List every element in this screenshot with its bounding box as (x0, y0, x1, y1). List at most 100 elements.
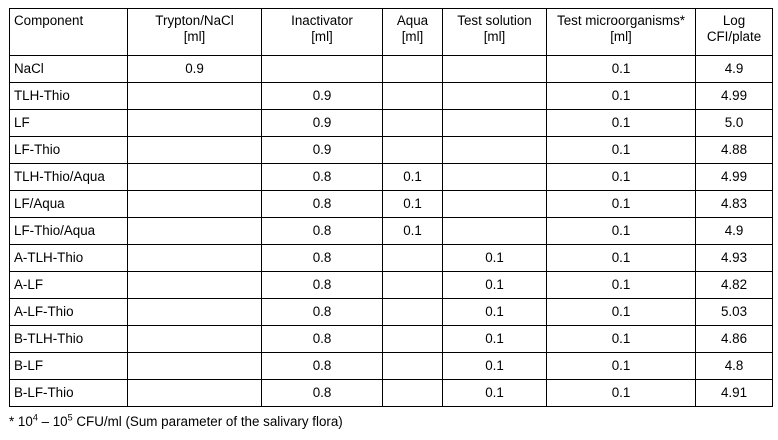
cell-trypton-nacl (127, 271, 262, 299)
cell-test-solution (442, 109, 547, 137)
header-inactivator: Inactivator [ml] (261, 8, 383, 56)
cell-inactivator: 0.8 (261, 190, 383, 218)
cell-aqua (382, 136, 443, 164)
cell-trypton-nacl (127, 190, 262, 218)
cell-aqua (382, 82, 443, 110)
cell-component: A-LF (9, 271, 128, 299)
footnote: * 104 – 105 CFU/ml (Sum parameter of the… (9, 412, 343, 429)
cell-aqua (382, 379, 443, 407)
data-table: Component Trypton/NaCl [ml] Inactivator [m… (9, 8, 773, 407)
cell-test-solution: 0.1 (442, 271, 547, 299)
cell-log-cfi-plate: 4.88 (695, 136, 773, 164)
cell-test-solution: 0.1 (442, 244, 547, 272)
cell-trypton-nacl: 0.9 (127, 55, 262, 83)
cell-component: NaCl (9, 55, 128, 83)
cell-trypton-nacl (127, 163, 262, 191)
cell-aqua (382, 55, 443, 83)
cell-test-solution (442, 163, 547, 191)
cell-log-cfi-plate: 4.8 (695, 352, 773, 380)
cell-test-microorganisms: 0.1 (546, 109, 696, 137)
cell-log-cfi-plate: 4.91 (695, 379, 773, 407)
cell-inactivator: 0.8 (261, 298, 383, 326)
cell-log-cfi-plate: 4.83 (695, 190, 773, 218)
cell-trypton-nacl (127, 217, 262, 245)
cell-component: TLH-Thio/Aqua (9, 163, 128, 191)
cell-trypton-nacl (127, 352, 262, 380)
header-trypton-nacl: Trypton/NaCl [ml] (127, 8, 262, 56)
cell-trypton-nacl (127, 325, 262, 353)
cell-test-solution: 0.1 (442, 298, 547, 326)
cell-component: A-LF-Thio (9, 298, 128, 326)
cell-log-cfi-plate: 5.0 (695, 109, 773, 137)
table-row: B-LF-Thio 0.8 0.1 0.1 4.91 (9, 379, 773, 407)
cell-component: B-TLH-Thio (9, 325, 128, 353)
cell-test-microorganisms: 0.1 (546, 82, 696, 110)
cell-inactivator: 0.9 (261, 136, 383, 164)
cell-inactivator: 0.8 (261, 244, 383, 272)
cell-test-microorganisms: 0.1 (546, 244, 696, 272)
cell-log-cfi-plate: 4.99 (695, 163, 773, 191)
cell-aqua (382, 298, 443, 326)
table-row: B-LF 0.8 0.1 0.1 4.8 (9, 352, 773, 380)
cell-test-solution (442, 217, 547, 245)
cell-test-microorganisms: 0.1 (546, 298, 696, 326)
cell-inactivator: 0.9 (261, 82, 383, 110)
cell-test-microorganisms: 0.1 (546, 352, 696, 380)
header-aqua: Aqua [ml] (382, 8, 443, 56)
table-row: B-TLH-Thio 0.8 0.1 0.1 4.86 (9, 325, 773, 353)
table-row: NaCl 0.9 0.1 4.9 (9, 55, 773, 83)
cell-trypton-nacl (127, 379, 262, 407)
cell-log-cfi-plate: 4.99 (695, 82, 773, 110)
table-row: A-LF-Thio 0.8 0.1 0.1 5.03 (9, 298, 773, 326)
cell-inactivator: 0.9 (261, 109, 383, 137)
cell-log-cfi-plate: 4.9 (695, 55, 773, 83)
table-row: TLH-Thio 0.9 0.1 4.99 (9, 82, 773, 110)
cell-test-solution (442, 190, 547, 218)
cell-aqua (382, 271, 443, 299)
cell-test-microorganisms: 0.1 (546, 190, 696, 218)
cell-component: TLH-Thio (9, 82, 128, 110)
cell-log-cfi-plate: 4.9 (695, 217, 773, 245)
cell-aqua (382, 109, 443, 137)
table-row: A-TLH-Thio 0.8 0.1 0.1 4.93 (9, 244, 773, 272)
table-header-row: Component Trypton/NaCl [ml] Inactivator [m… (9, 8, 773, 56)
cell-inactivator: 0.8 (261, 163, 383, 191)
cell-test-microorganisms: 0.1 (546, 217, 696, 245)
cell-test-microorganisms: 0.1 (546, 325, 696, 353)
header-test-solution: Test solution [ml] (442, 8, 547, 56)
cell-test-solution: 0.1 (442, 352, 547, 380)
cell-component: LF-Thio (9, 136, 128, 164)
cell-log-cfi-plate: 4.93 (695, 244, 773, 272)
cell-inactivator: 0.8 (261, 352, 383, 380)
cell-test-solution (442, 82, 547, 110)
table-row: A-LF 0.8 0.1 0.1 4.82 (9, 271, 773, 299)
cell-inactivator: 0.8 (261, 379, 383, 407)
cell-trypton-nacl (127, 298, 262, 326)
cell-component: A-TLH-Thio (9, 244, 128, 272)
cell-component: B-LF (9, 352, 128, 380)
cell-test-solution: 0.1 (442, 379, 547, 407)
cell-test-microorganisms: 0.1 (546, 163, 696, 191)
cell-trypton-nacl (127, 136, 262, 164)
cell-test-solution (442, 136, 547, 164)
cell-aqua (382, 325, 443, 353)
cell-test-solution (442, 55, 547, 83)
table-body: NaCl 0.9 0.1 4.9 TLH-Thio 0.9 0.1 4.99 LF 0.9 0.1 5… (9, 55, 773, 407)
table-row: LF-Thio/Aqua 0.8 0.1 0.1 4.9 (9, 217, 773, 245)
cell-component: LF (9, 109, 128, 137)
cell-test-microorganisms: 0.1 (546, 271, 696, 299)
cell-aqua: 0.1 (382, 190, 443, 218)
cell-log-cfi-plate: 4.86 (695, 325, 773, 353)
table-row: LF-Thio 0.9 0.1 4.88 (9, 136, 773, 164)
table-row: TLH-Thio/Aqua 0.8 0.1 0.1 4.99 (9, 163, 773, 191)
header-component: Component (9, 8, 128, 56)
cell-inactivator: 0.8 (261, 325, 383, 353)
header-log-cfi-plate: Log CFI/plate (695, 8, 773, 56)
cell-component: LF-Thio/Aqua (9, 217, 128, 245)
cell-aqua (382, 352, 443, 380)
cell-inactivator (261, 55, 383, 83)
cell-test-microorganisms: 0.1 (546, 55, 696, 83)
cell-aqua: 0.1 (382, 217, 443, 245)
cell-aqua: 0.1 (382, 163, 443, 191)
cell-component: LF/Aqua (9, 190, 128, 218)
